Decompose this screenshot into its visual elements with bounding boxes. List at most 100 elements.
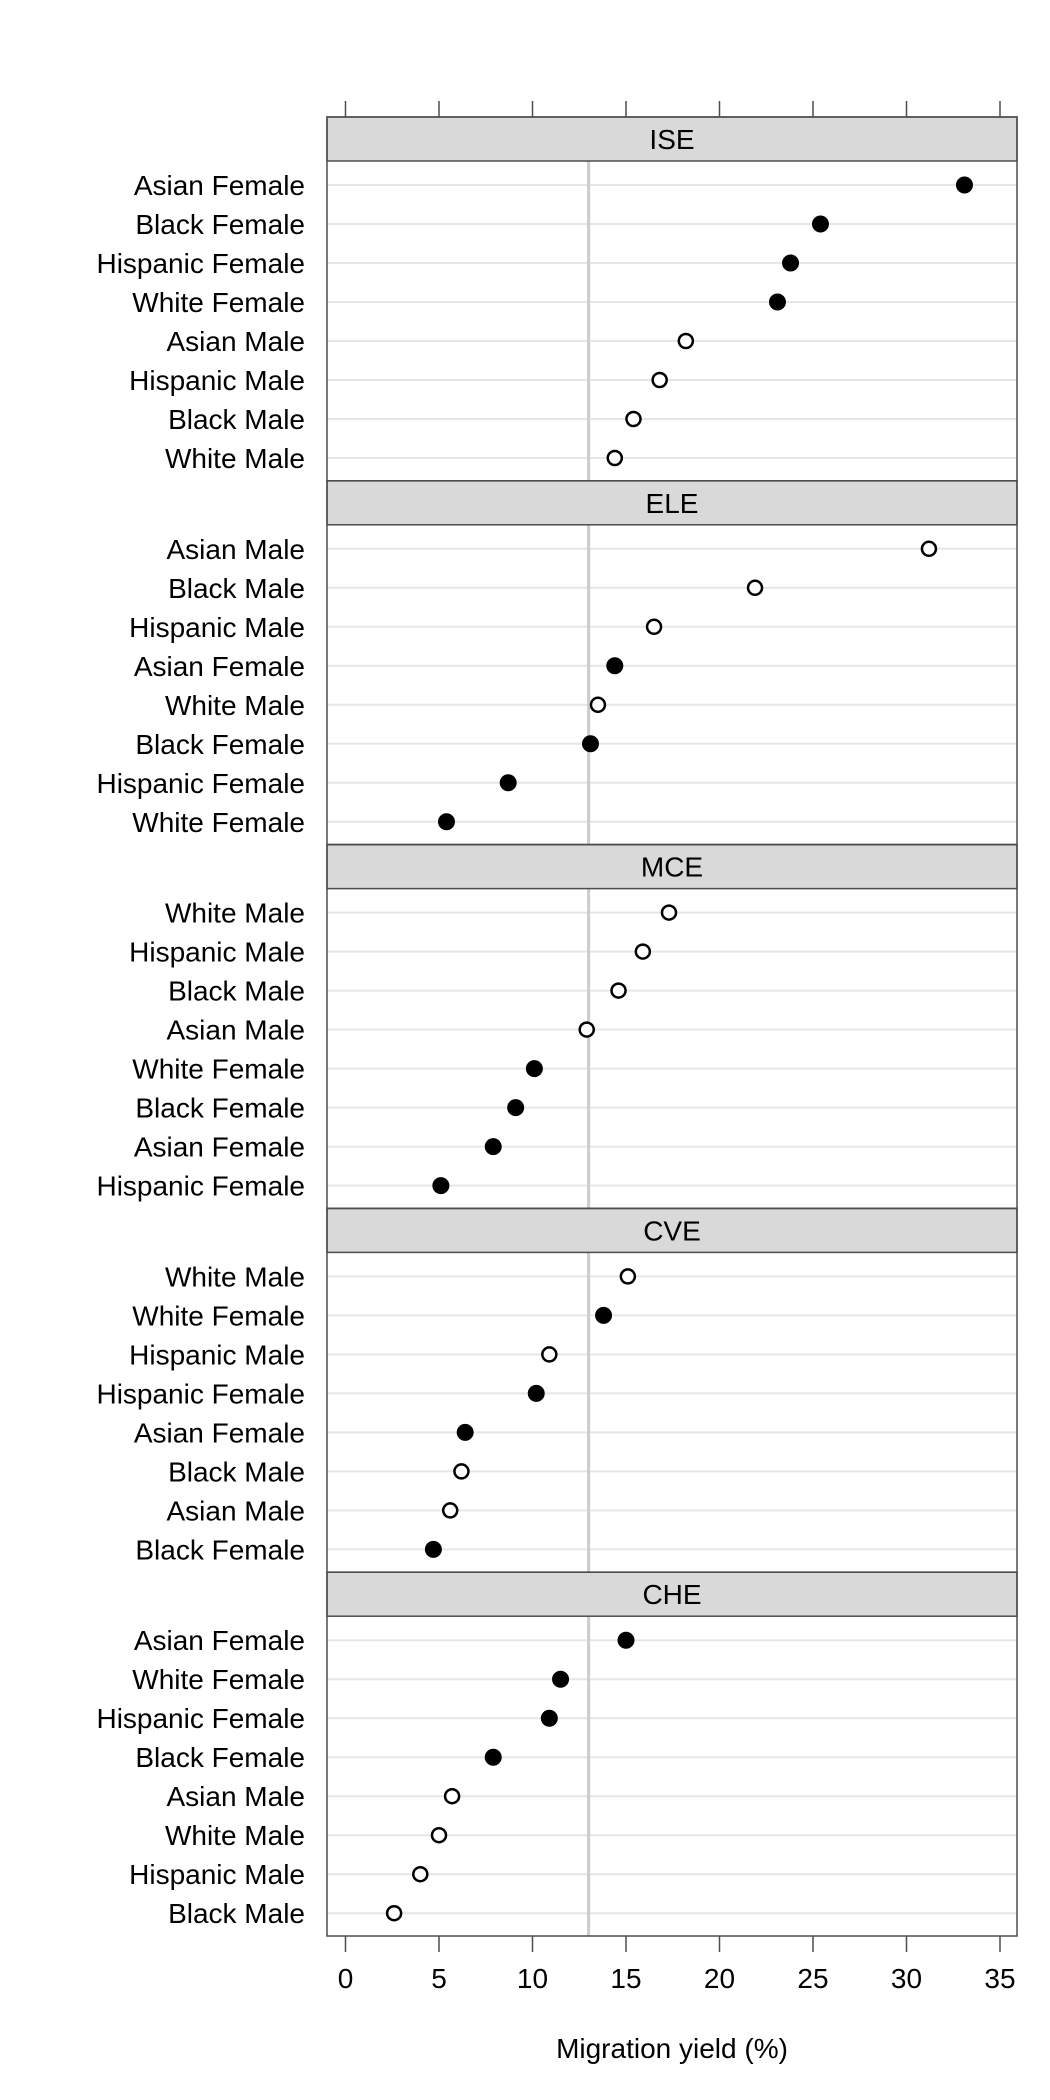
panel-strip-label: CVE — [643, 1215, 701, 1246]
x-tick-label: 10 — [517, 1963, 548, 1994]
panel-strip-label: ELE — [646, 488, 699, 519]
x-axis: 0 5 10 15 20 25 30 35 — [338, 101, 1016, 1994]
data-point — [552, 1670, 570, 1688]
panel-background — [327, 161, 1017, 481]
category-label: Hispanic Male — [129, 1339, 305, 1370]
frame-layer — [326, 116, 1018, 1937]
category-label: Hispanic Female — [96, 1703, 305, 1734]
category-label: Hispanic Female — [96, 248, 305, 279]
x-tick-label: 15 — [610, 1963, 641, 1994]
category-label: Black Female — [135, 1534, 305, 1565]
data-point — [955, 176, 973, 194]
panel-background — [327, 1252, 1017, 1573]
panel-strip — [326, 1571, 1018, 1617]
category-label: Hispanic Male — [129, 937, 305, 968]
category-label: Black Female — [135, 1742, 305, 1773]
category-label: Hispanic Female — [96, 768, 305, 799]
panel-frame — [326, 1571, 1018, 1937]
category-label: Asian Female — [134, 1417, 305, 1448]
data-point — [746, 579, 764, 597]
category-label: White Male — [165, 1820, 305, 1851]
data-point — [617, 1631, 635, 1649]
data-point — [645, 618, 663, 636]
panels-layer: ISE Asian Female Black Female Hispanic Fema… — [96, 116, 1018, 1936]
panel-ise: ISE Asian Female Black Female Hispanic Fema… — [96, 116, 1018, 481]
data-point — [412, 1865, 429, 1883]
data-point — [610, 982, 627, 999]
category-label: Black Male — [168, 1456, 305, 1487]
category-label: White Female — [132, 287, 305, 318]
data-point — [782, 254, 800, 272]
data-point — [619, 1268, 637, 1285]
category-label: White Female — [132, 1300, 305, 1331]
data-point — [768, 293, 786, 311]
x-tick-label: 5 — [431, 1963, 447, 1994]
category-label: Asian Male — [166, 534, 305, 565]
category-label: Hispanic Male — [129, 612, 305, 643]
x-tick-label: 35 — [984, 1963, 1015, 1994]
data-point — [606, 657, 624, 675]
data-point — [634, 943, 652, 960]
category-label: White Female — [132, 807, 305, 838]
panel-cve: CVE White Male White Female Hispanic Male Hi… — [96, 1207, 1018, 1573]
x-tick-label: 0 — [338, 1963, 354, 1994]
data-point — [525, 1060, 543, 1078]
category-label: White Male — [165, 898, 305, 929]
category-label: Asian Female — [134, 1132, 305, 1163]
category-label: Hispanic Female — [96, 1378, 305, 1409]
data-point — [606, 449, 624, 467]
data-point — [430, 1826, 448, 1844]
panel-ele: ELE Asian Male Black Male Hispanic Male Asia… — [96, 480, 1018, 845]
data-point — [589, 696, 607, 714]
data-point — [437, 813, 455, 831]
category-label: Black Male — [168, 573, 305, 604]
panel-strip-label: ISE — [649, 124, 694, 155]
category-label: Black Male — [168, 976, 305, 1007]
data-point — [499, 774, 517, 792]
data-point — [541, 1346, 558, 1363]
category-label: Black Male — [168, 1898, 305, 1929]
category-label: Hispanic Male — [129, 1859, 305, 1890]
data-point — [456, 1423, 474, 1441]
data-point — [484, 1138, 502, 1156]
category-label: Asian Male — [166, 1495, 305, 1526]
data-point — [660, 904, 678, 921]
category-label: Asian Female — [134, 170, 305, 201]
category-label: Asian Female — [134, 1625, 305, 1656]
category-label: Asian Male — [166, 1781, 305, 1812]
data-point — [625, 410, 642, 428]
data-point — [424, 1540, 442, 1558]
data-point — [595, 1306, 613, 1324]
category-label: Black Female — [135, 1093, 305, 1124]
panel-background — [327, 1616, 1017, 1936]
data-point — [527, 1384, 545, 1402]
category-label: Black Male — [168, 404, 305, 435]
category-label: Black Female — [135, 209, 305, 240]
x-tick-label: 30 — [891, 1963, 922, 1994]
category-label: Hispanic Female — [96, 1171, 305, 1202]
panel-background — [327, 524, 1017, 845]
data-point — [920, 540, 938, 558]
category-label: White Female — [132, 1664, 305, 1695]
category-label: White Male — [165, 443, 305, 474]
data-point — [581, 735, 599, 753]
category-label: White Male — [165, 690, 305, 721]
data-point — [507, 1099, 525, 1117]
panel-strip-label: MCE — [641, 852, 703, 883]
panel-strip-label: CHE — [642, 1579, 701, 1610]
data-point — [651, 371, 668, 389]
data-point — [385, 1904, 403, 1922]
data-point — [484, 1748, 502, 1766]
category-label: Asian Female — [134, 651, 305, 682]
panel-mce: MCE White Male Hispanic Male Black Male Asia… — [96, 843, 1018, 1209]
x-tick-label: 20 — [704, 1963, 735, 1994]
x-axis-title: Migration yield (%) — [556, 2033, 788, 2064]
data-point — [443, 1787, 461, 1805]
category-label: Asian Male — [166, 1015, 305, 1046]
data-point — [578, 1021, 595, 1038]
category-label: White Male — [165, 1261, 305, 1292]
x-tick-label: 25 — [797, 1963, 828, 1994]
category-label: Black Female — [135, 729, 305, 760]
panel-background — [327, 888, 1017, 1209]
category-label: Asian Male — [166, 326, 305, 357]
